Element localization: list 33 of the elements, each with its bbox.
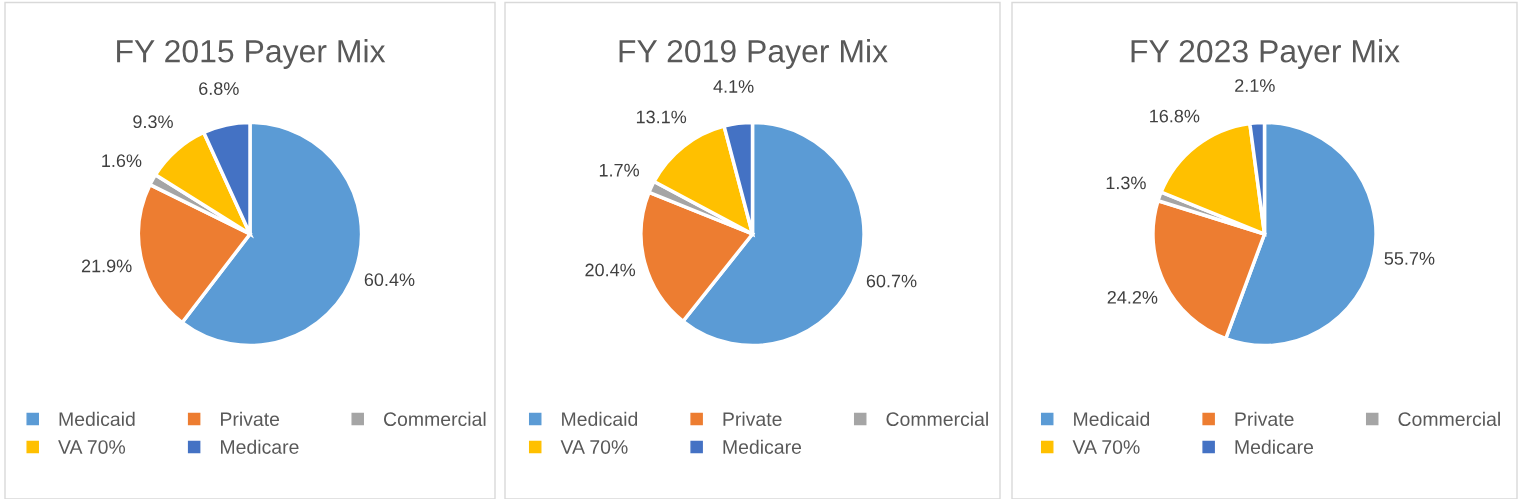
data-label: 60.4% [364, 273, 415, 287]
data-label: 16.8% [1150, 109, 1200, 123]
data-label: 4.1% [713, 80, 754, 93]
data-label: 24.2% [1107, 290, 1158, 304]
chart-title: FY 2023 Payer Mix [1131, 39, 1400, 69]
legend-label: Commercial [383, 411, 486, 427]
legend-label: Medicaid [562, 411, 638, 427]
chart-title: FY 2019 Payer Mix [619, 39, 888, 69]
chart-title: FY 2015 Payer Mix [117, 39, 386, 69]
legend-label: Private [723, 411, 782, 427]
legend-label: Medicare [723, 439, 802, 454]
data-label: 55.7% [1384, 252, 1435, 265]
data-label: 2.1% [1235, 79, 1275, 92]
legend-label: Medicare [221, 439, 299, 454]
data-label: 20.4% [585, 263, 636, 277]
legend-label: Commercial [886, 411, 988, 427]
data-label: 6.8% [199, 82, 239, 95]
legend-label: Medicaid [1074, 411, 1150, 427]
legend-label: VA 70% [560, 440, 628, 454]
legend-label: Private [1235, 411, 1294, 427]
data-label: 1.7% [599, 163, 640, 177]
legend-label: VA 70% [1072, 440, 1140, 454]
legend-label: Private [221, 411, 280, 427]
legend-label: Medicaid [59, 411, 135, 427]
legend-label: Medicare [1235, 439, 1314, 454]
data-label: 60.7% [866, 274, 917, 288]
data-label: 1.3% [1106, 176, 1146, 190]
legend-label: VA 70% [58, 440, 126, 454]
data-label: 1.6% [102, 154, 142, 168]
data-label: 13.1% [636, 110, 687, 124]
data-label: 21.9% [81, 259, 132, 273]
legend-label: Commercial [1398, 411, 1500, 427]
data-label: 9.3% [133, 115, 173, 129]
